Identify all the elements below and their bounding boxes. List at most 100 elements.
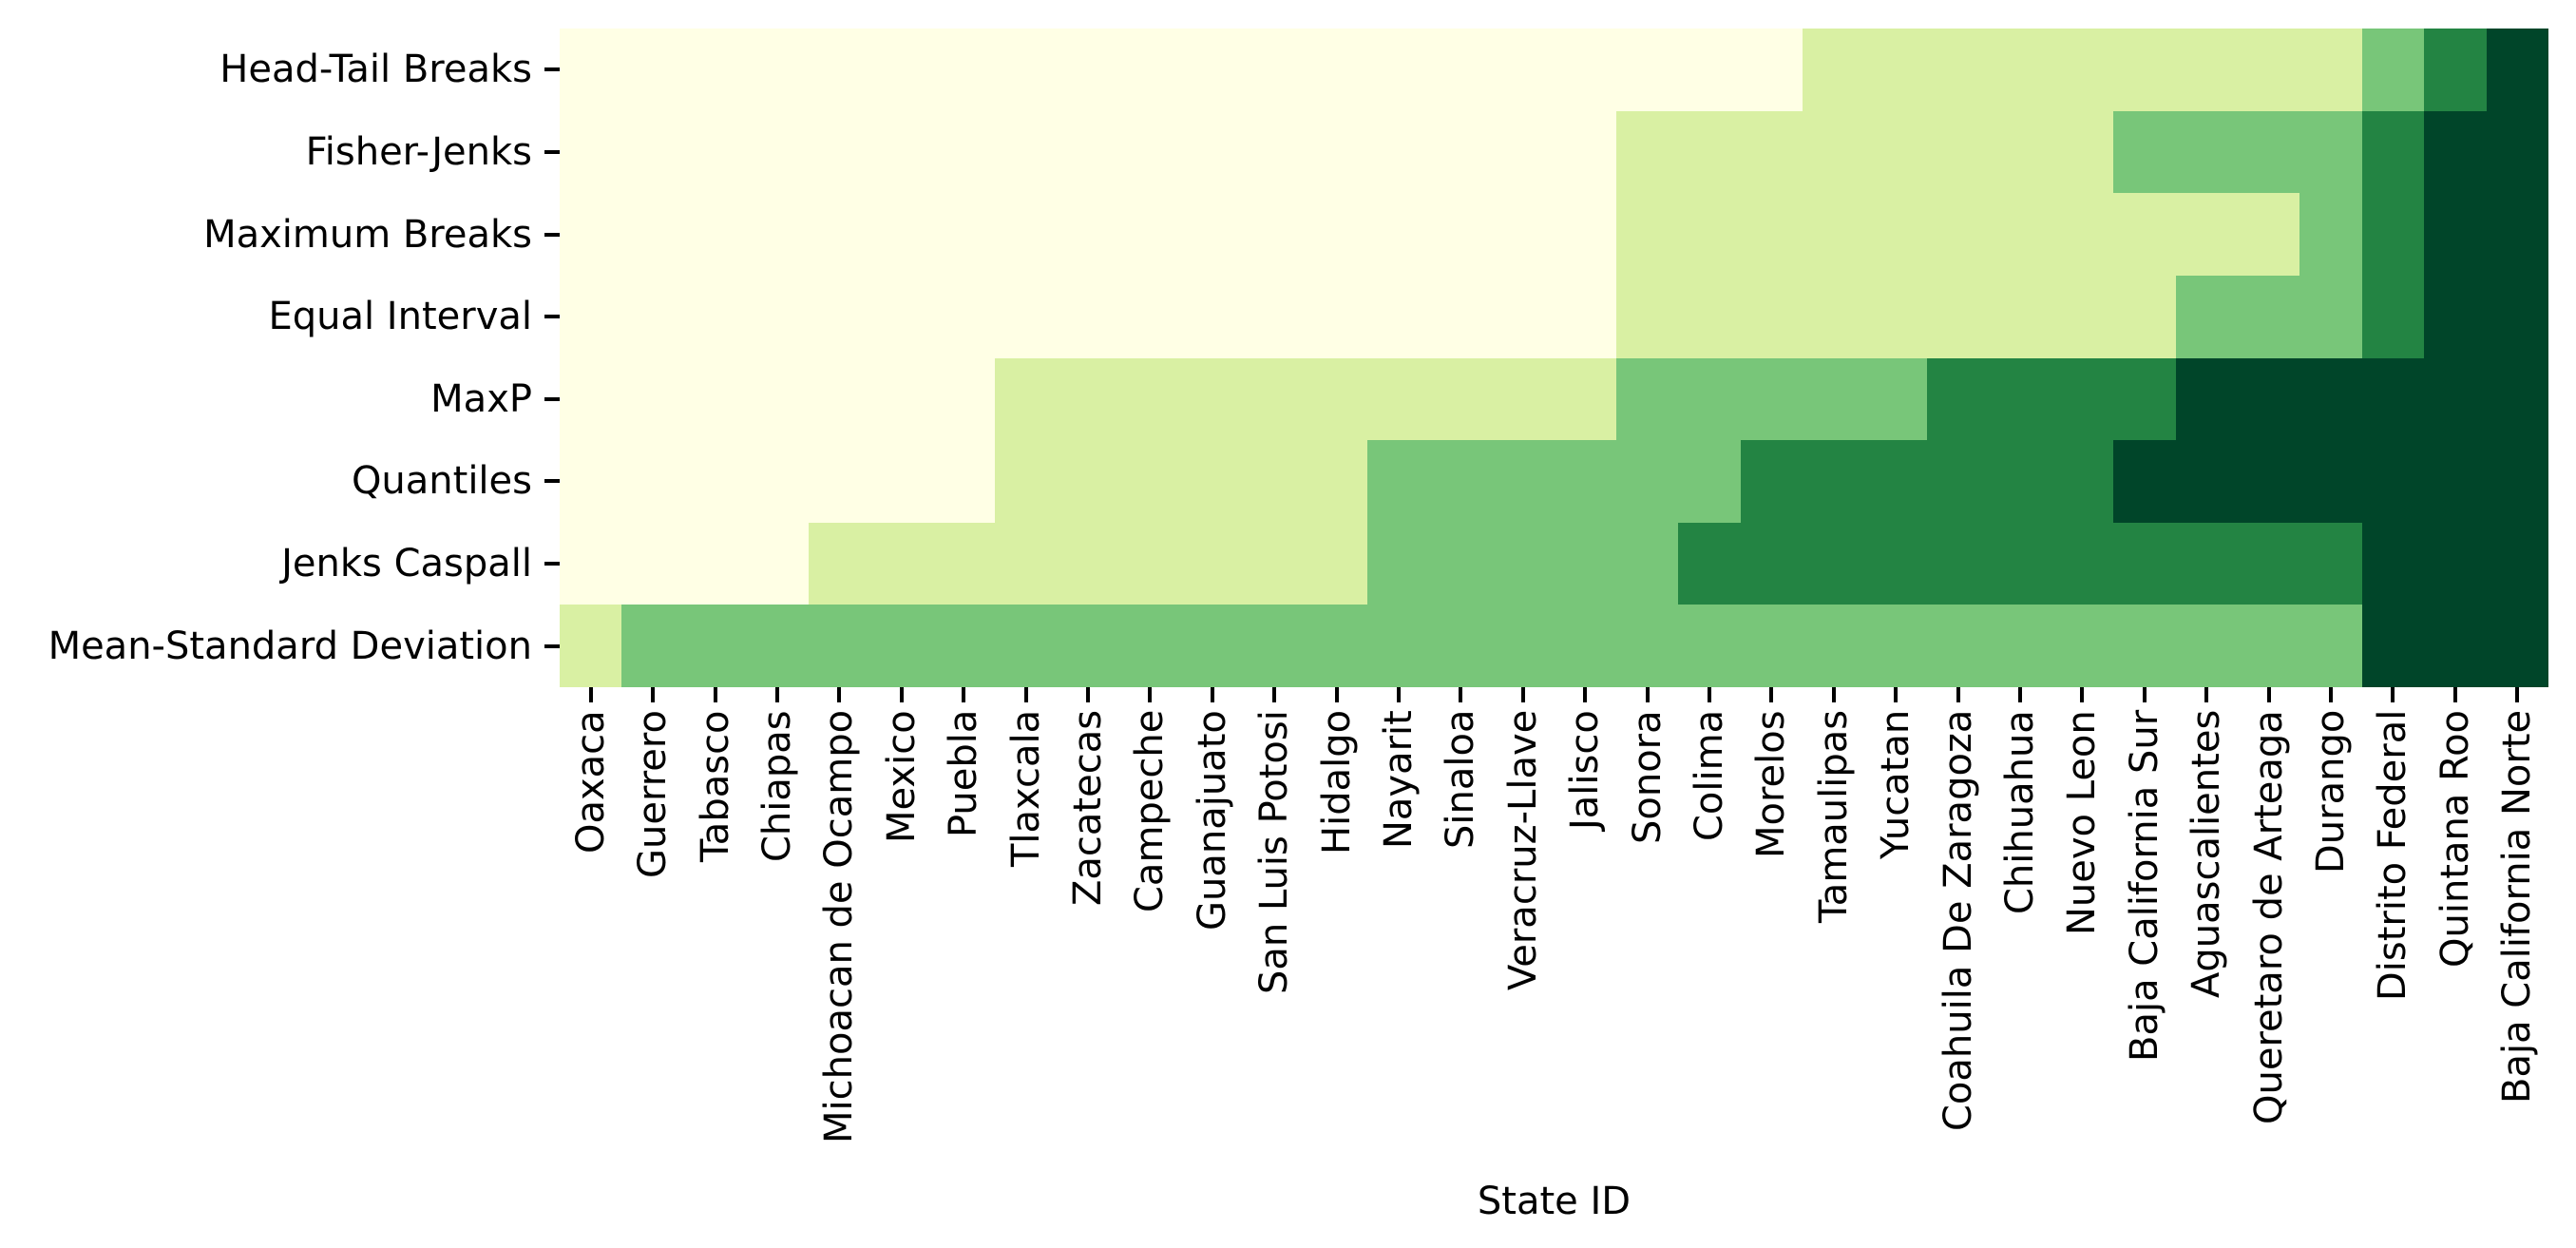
heatmap-cell <box>932 605 995 687</box>
heatmap-cell <box>1554 605 1616 687</box>
heatmap-cell <box>1803 29 1865 111</box>
heatmap-cell <box>2175 440 2238 523</box>
heatmap-cell <box>870 357 933 441</box>
heatmap-cell <box>932 357 995 441</box>
heatmap-cell <box>1118 193 1182 276</box>
heatmap-cell <box>1305 193 1368 276</box>
heatmap-cell <box>1615 357 1679 441</box>
x-axis-tick <box>1210 687 1214 702</box>
heatmap-cell <box>1926 357 1990 441</box>
heatmap-cell <box>2424 522 2487 605</box>
heatmap-cell <box>1118 605 1182 687</box>
heatmap-cell <box>2361 605 2425 687</box>
heatmap-cell <box>1864 110 1927 194</box>
heatmap-cell <box>2113 357 2176 441</box>
heatmap-cell <box>746 357 809 441</box>
heatmap-cell <box>1243 110 1306 194</box>
x-axis-tick <box>2391 687 2395 702</box>
heatmap-cell <box>2237 110 2300 194</box>
x-axis-tick <box>713 687 717 702</box>
heatmap-cell <box>746 605 809 687</box>
heatmap-cell <box>1615 110 1679 194</box>
heatmap-cell <box>2051 275 2114 358</box>
heatmap-cell <box>2486 605 2548 687</box>
heatmap-cell <box>1864 29 1927 111</box>
heatmap-cell <box>932 522 995 605</box>
heatmap-cell <box>1492 110 1555 194</box>
heatmap-cell <box>1740 29 1803 111</box>
heatmap-cell <box>1926 193 1990 276</box>
x-axis-tick <box>1396 687 1401 702</box>
heatmap-cell <box>683 605 747 687</box>
heatmap-cell <box>2237 522 2300 605</box>
heatmap-cell <box>746 522 809 605</box>
heatmap-cell <box>560 275 622 358</box>
heatmap-cell <box>2237 29 2300 111</box>
heatmap-cell <box>932 275 995 358</box>
heatmap-cell <box>1305 522 1368 605</box>
heatmap-cell <box>1429 357 1493 441</box>
x-tick-label: Distrito Federal <box>2371 710 2415 1002</box>
heatmap-cell <box>1492 522 1555 605</box>
heatmap-cell <box>2424 605 2487 687</box>
heatmap-cell <box>1615 522 1679 605</box>
heatmap-cell <box>2486 440 2548 523</box>
heatmap-cell <box>1740 605 1803 687</box>
heatmap-cell <box>1429 193 1493 276</box>
heatmap-cell <box>808 605 871 687</box>
heatmap-cell <box>1615 29 1679 111</box>
x-tick-label: Queretaro de Arteaga <box>2246 710 2291 1124</box>
heatmap-cell <box>1367 440 1430 523</box>
heatmap-cell <box>1989 605 2051 687</box>
heatmap-cell <box>621 275 684 358</box>
heatmap-cell <box>1678 110 1741 194</box>
x-axis-tick <box>1334 687 1339 702</box>
heatmap-cell <box>1989 193 2051 276</box>
heatmap-cell <box>2113 522 2176 605</box>
heatmap-cell <box>2113 605 2176 687</box>
heatmap-cell <box>1989 110 2051 194</box>
heatmap-cell <box>1367 522 1430 605</box>
x-tick-label: Chihuahua <box>1998 710 2043 914</box>
x-tick-label: Aguascalientes <box>2185 710 2229 999</box>
heatmap-cell <box>1803 275 1865 358</box>
x-tick-label: Campeche <box>1128 710 1173 913</box>
heatmap-cell <box>2113 193 2176 276</box>
heatmap-cell <box>1057 29 1119 111</box>
heatmap-cell <box>1864 357 1927 441</box>
heatmap-cell <box>994 522 1058 605</box>
x-axis-tick <box>774 687 779 702</box>
heatmap-cell <box>1057 357 1119 441</box>
heatmap-cell <box>1057 193 1119 276</box>
heatmap-cell <box>2299 110 2362 194</box>
x-axis-tick <box>2329 687 2334 702</box>
x-tick-label: Chiapas <box>754 710 799 862</box>
heatmap-cell <box>1678 522 1741 605</box>
heatmap-cell <box>1243 275 1306 358</box>
x-tick-label: Puebla <box>942 710 986 838</box>
heatmap-cell <box>1305 605 1368 687</box>
heatmap-cell <box>1989 29 2051 111</box>
heatmap-cell <box>2424 193 2487 276</box>
heatmap-cell <box>1057 110 1119 194</box>
x-tick-label: Veracruz-Llave <box>1500 710 1545 991</box>
x-axis-tick <box>1769 687 1774 702</box>
heatmap-cell <box>1057 440 1119 523</box>
heatmap-cell <box>1989 440 2051 523</box>
heatmap-cell <box>2051 193 2114 276</box>
heatmap-cell <box>1367 605 1430 687</box>
heatmap-cell <box>1429 605 1493 687</box>
x-tick-label: Colima <box>1688 710 1732 842</box>
x-axis-tick <box>1459 687 1463 702</box>
heatmap-cell <box>1989 357 2051 441</box>
heatmap-cell <box>1678 605 1741 687</box>
x-tick-label: Nuevo Leon <box>2060 710 2105 935</box>
x-axis-tick <box>2018 687 2023 702</box>
heatmap-cell <box>1492 357 1555 441</box>
heatmap-cell <box>2175 193 2238 276</box>
x-tick-label: Coahuila De Zaragoza <box>1936 710 1980 1132</box>
x-axis-tick <box>837 687 842 702</box>
y-tick-label: Mean-Standard Deviation <box>48 624 532 668</box>
heatmap-cell <box>560 357 622 441</box>
heatmap-cell <box>932 193 995 276</box>
